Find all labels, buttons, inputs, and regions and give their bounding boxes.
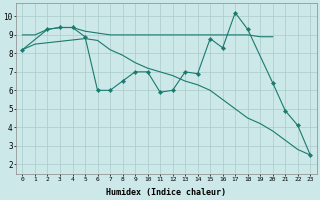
X-axis label: Humidex (Indice chaleur): Humidex (Indice chaleur) (106, 188, 226, 197)
